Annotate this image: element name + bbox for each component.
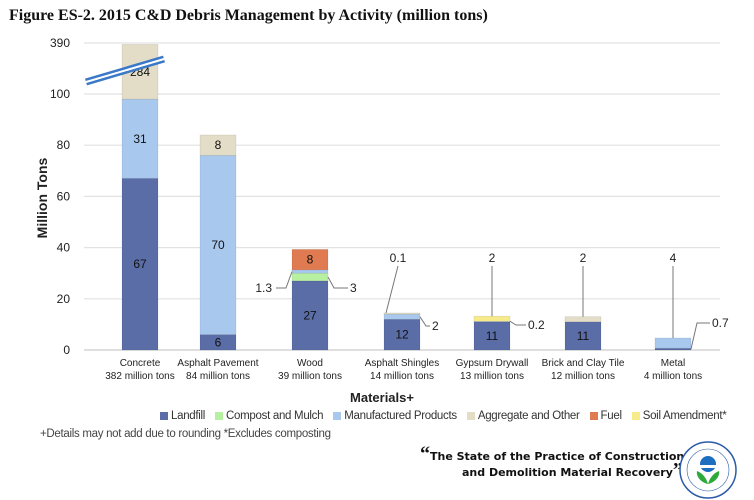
legend-swatch — [215, 412, 224, 420]
data-label: 0.2 — [528, 318, 545, 332]
legend-label: Aggregate and Other — [477, 410, 580, 422]
data-label: 4 — [670, 251, 677, 265]
axis-break-gap — [85, 58, 165, 83]
bar-segment-manufactured-products — [383, 313, 421, 320]
legend-swatch — [333, 412, 342, 420]
y-axis-label: Million Tons — [34, 157, 50, 239]
bar-segment-soil-amendment- — [473, 315, 511, 322]
data-label: 8 — [307, 253, 314, 267]
callout-line — [385, 265, 399, 314]
bar-segment-aggregate-and-other — [383, 312, 421, 315]
y-tick-label: 100 — [50, 87, 70, 101]
x-tick-label: Gypsum Drywall — [456, 358, 529, 369]
y-tick-label: 390 — [50, 36, 70, 50]
y-tick-label: 20 — [57, 292, 71, 306]
legend-label: Fuel — [600, 410, 622, 422]
x-tick-label: Asphalt Pavement — [177, 358, 258, 369]
x-tick-sublabel: 14 million tons — [370, 371, 434, 382]
open-quote: “ — [420, 443, 430, 465]
data-label: 2 — [489, 251, 496, 265]
callout-line — [327, 276, 348, 289]
quote-line-1: The State of the Practice of Constructio… — [430, 450, 685, 463]
x-tick-label: Wood — [297, 358, 323, 369]
bar-segment-aggregate-and-other — [199, 134, 237, 156]
bar-segment-landfill — [473, 321, 511, 351]
callout-line — [276, 271, 293, 289]
bar-segment-manufactured-products — [121, 98, 159, 179]
chart-title: Figure ES-2. 2015 C&D Debris Management … — [9, 7, 488, 24]
x-tick-sublabel: 39 million tons — [278, 371, 342, 382]
legend-item: Compost and Mulch — [215, 410, 324, 422]
x-tick-sublabel: 84 million tons — [186, 371, 250, 382]
callout-line — [690, 322, 710, 350]
bar-segment-manufactured-products — [654, 337, 692, 349]
data-label: 70 — [211, 238, 225, 252]
y-tick-label: 0 — [63, 343, 70, 357]
bar-segment-fuel — [291, 249, 329, 271]
bar-segment-manufactured-products — [199, 155, 237, 335]
footnote: +Details may not add due to rounding *Ex… — [40, 428, 331, 440]
bar-segment-manufactured-products — [291, 269, 329, 274]
data-label: 11 — [486, 329, 499, 343]
data-label: 12 — [395, 328, 409, 342]
callout-line — [419, 316, 430, 327]
legend-swatch — [589, 412, 598, 420]
data-label: 0.1 — [390, 251, 407, 265]
data-label: 11 — [577, 329, 590, 343]
quote-line-2: and Demolition Material Recovery — [462, 466, 673, 479]
legend-swatch — [160, 412, 168, 420]
data-label: 67 — [133, 257, 147, 271]
x-axis-label: Materials+ — [350, 390, 414, 405]
x-tick-label: Asphalt Shingles — [365, 358, 440, 369]
y-tick-label: 60 — [57, 189, 71, 203]
data-label: 3 — [350, 281, 357, 295]
legend-item: Manufactured Products — [333, 410, 457, 422]
bar-segment-aggregate-and-other — [564, 316, 602, 323]
data-label: 2 — [580, 251, 587, 265]
legend-item: Fuel — [589, 410, 622, 422]
data-label: 6 — [215, 335, 222, 349]
legend: Landfill Compost and Mulch Manufactured Pr… — [160, 410, 727, 422]
legend-swatch — [466, 412, 475, 420]
x-tick-label: Concrete — [120, 358, 161, 369]
x-tick-label: Metal — [661, 358, 685, 369]
bar-segment-compost-and-mulch — [291, 272, 329, 282]
legend-item: Aggregate and Other — [466, 410, 580, 422]
data-label: 27 — [303, 308, 317, 322]
legend-label: Landfill — [171, 410, 206, 422]
x-tick-label: Brick and Clay Tile — [542, 358, 625, 369]
data-label: 0.7 — [712, 316, 729, 330]
epa-logo — [679, 441, 737, 499]
legend-item: Soil Amendment* — [631, 410, 727, 422]
data-label: 1.3 — [255, 281, 272, 295]
data-label: 8 — [215, 138, 222, 152]
callout-line — [509, 320, 526, 326]
close-quote: ” — [672, 459, 683, 481]
x-tick-sublabel: 12 million tons — [551, 371, 615, 382]
bar-segment-landfill — [291, 280, 329, 351]
y-tick-label: 40 — [57, 241, 71, 255]
data-label: 31 — [133, 132, 147, 146]
legend-item: Landfill — [160, 410, 205, 422]
data-label: 2 — [432, 319, 439, 333]
legend-label: Soil Amendment* — [642, 410, 727, 422]
legend-label: Manufactured Products — [344, 410, 457, 422]
x-tick-sublabel: 13 million tons — [460, 371, 524, 382]
x-tick-sublabel: 382 million tons — [105, 371, 174, 382]
x-tick-sublabel: 4 million tons — [644, 371, 702, 382]
legend-swatch — [631, 412, 640, 420]
y-tick-label: 80 — [57, 138, 71, 152]
source-quote: “The State of the Practice of Constructi… — [420, 444, 690, 481]
legend-label: Compost and Mulch — [226, 410, 324, 422]
